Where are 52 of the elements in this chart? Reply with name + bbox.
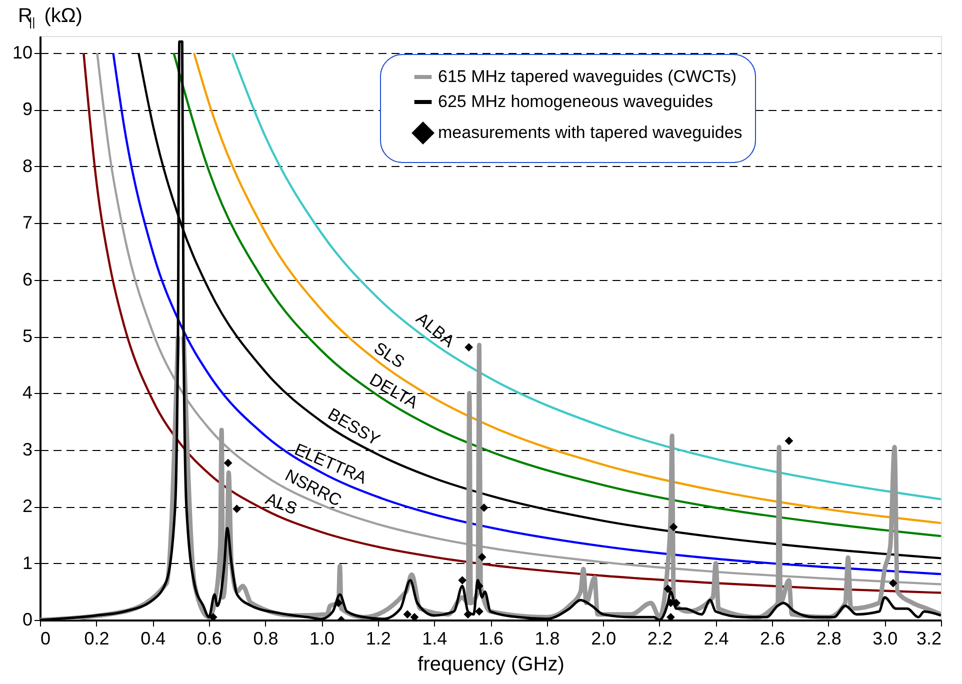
y-tick-label: 8 [22, 156, 32, 176]
point [669, 522, 678, 532]
point [224, 458, 232, 468]
x-tick-label: 0 [40, 628, 51, 648]
x-tick-label: 0.6 [196, 628, 222, 648]
y-tick-label: 6 [22, 269, 32, 290]
point [464, 610, 472, 619]
annotation: SLS [370, 338, 408, 372]
x-tick-label: 1.2 [366, 628, 391, 648]
y-tick-label: 3 [22, 439, 32, 460]
x-axis-title: frequency (GHz) [418, 654, 564, 676]
legend-label: 625 MHz homogeneous waveguides [438, 92, 714, 111]
point [334, 598, 343, 608]
y-tick-label: 9 [22, 99, 32, 120]
x-tick-label: 2.6 [760, 628, 786, 648]
point [480, 504, 488, 512]
point [666, 612, 675, 620]
point [784, 436, 794, 446]
point [232, 504, 241, 514]
y-tick-label: 7 [22, 212, 32, 233]
x-tick-label: 1.4 [422, 628, 448, 648]
x-tick-label: 1.6 [478, 628, 504, 648]
point [458, 576, 467, 584]
legend-label: 615 MHz tapered waveguides (CWCTs) [438, 67, 737, 86]
y-axis-title: R|| (kΩ) [18, 5, 82, 29]
x-tick-label: 0.8 [253, 628, 278, 648]
x-tick-label: 1.0 [310, 628, 335, 648]
point [208, 612, 218, 620]
point [475, 582, 484, 590]
y-tick-label: 2 [22, 496, 32, 516]
legend-label: measurements with tapered waveguides [438, 123, 742, 142]
x-tick-label: 2.8 [816, 628, 842, 648]
point [403, 610, 412, 619]
point [478, 552, 486, 562]
x-tick-label: 3.2 [916, 628, 942, 648]
point [475, 607, 484, 616]
x-tick-label: 2.0 [591, 628, 616, 648]
x-tick-label: 1.8 [534, 628, 560, 648]
y-tick-label: 1 [22, 552, 32, 573]
y-tick-label: 4 [22, 382, 32, 403]
x-tick-label: 0.4 [140, 628, 166, 648]
y-tick-label: 5 [22, 326, 32, 346]
y-tick-label: 0 [22, 610, 32, 630]
point [888, 578, 898, 588]
y-tick-label: 10 [12, 42, 32, 63]
x-tick-label: 3.0 [872, 628, 898, 648]
point [664, 584, 672, 593]
x-tick-label: 2.4 [704, 628, 729, 648]
x-tick-label: 2.2 [647, 628, 672, 648]
point [464, 343, 474, 352]
point [410, 612, 419, 620]
x-tick-label: 0.2 [84, 628, 110, 648]
